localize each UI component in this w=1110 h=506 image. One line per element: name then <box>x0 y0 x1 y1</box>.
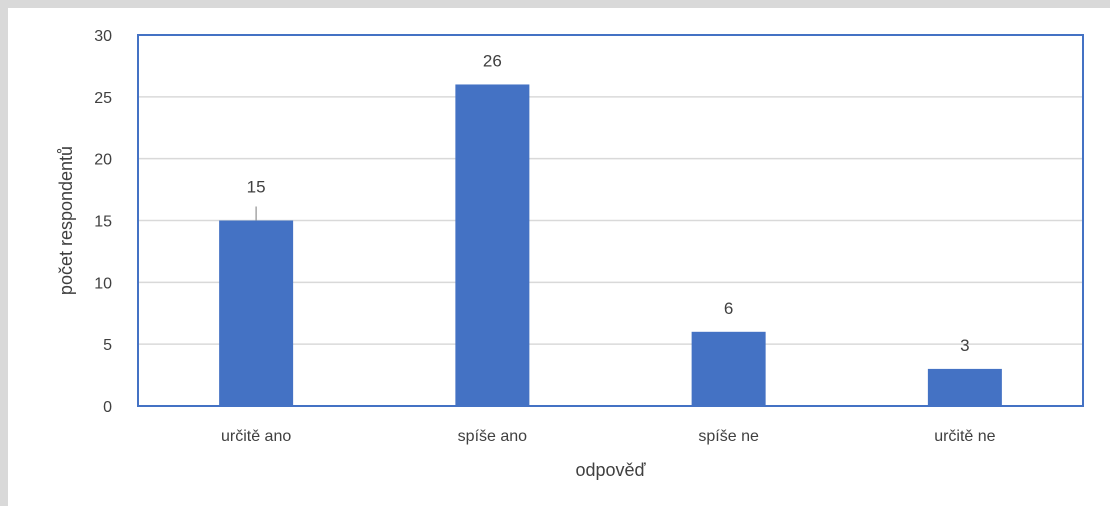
y-tick-label: 10 <box>94 275 112 292</box>
y-tick-label: 25 <box>94 90 112 107</box>
x-axis-category-labels: určitě ano spíše ano spíše ne určitě ne <box>221 428 996 445</box>
y-tick-label: 0 <box>103 399 112 416</box>
y-tick-label: 30 <box>94 28 112 45</box>
bar <box>219 220 294 406</box>
x-category-label: spíše ano <box>458 428 527 445</box>
bar <box>691 331 766 406</box>
plot-area-border <box>137 34 1084 407</box>
data-label: 3 <box>960 336 969 355</box>
x-category-label: spíše ne <box>698 428 759 445</box>
y-tick-label: 5 <box>103 337 112 354</box>
data-label: 15 <box>247 178 266 197</box>
data-labels: 15 26 6 3 <box>247 51 970 354</box>
x-axis-title: odpověď <box>575 460 646 480</box>
y-axis-ticks: 0 5 10 15 20 25 30 <box>94 28 112 416</box>
bar <box>455 84 530 406</box>
y-tick-label: 20 <box>94 152 112 169</box>
bar <box>927 368 1002 406</box>
bars <box>219 84 1002 406</box>
data-label: 6 <box>724 299 733 318</box>
data-label: 26 <box>483 51 502 70</box>
x-category-label: určitě ano <box>221 428 291 445</box>
y-axis-title: počet respondentů <box>56 146 76 295</box>
y-tick-label: 15 <box>94 214 112 231</box>
x-category-label: určitě ne <box>934 428 995 445</box>
